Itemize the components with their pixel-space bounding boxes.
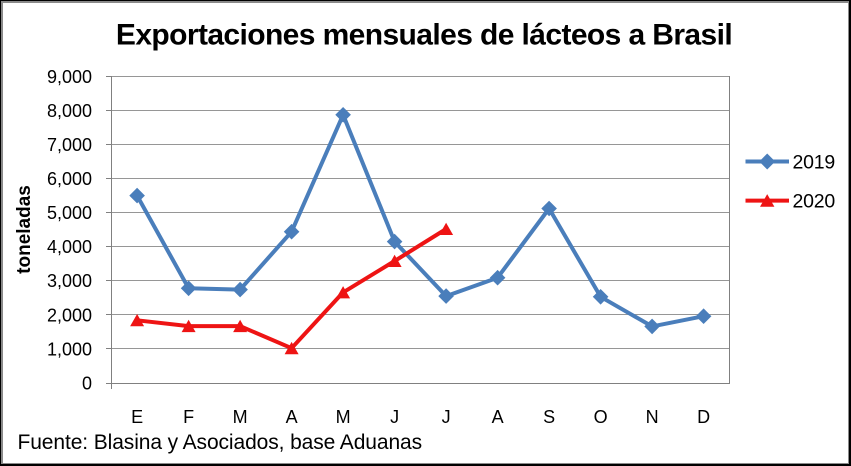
svg-text:S: S (543, 407, 555, 427)
svg-text:M: M (233, 407, 248, 427)
svg-text:J: J (390, 407, 399, 427)
svg-text:9,000: 9,000 (47, 67, 92, 87)
svg-text:8,000: 8,000 (47, 101, 92, 121)
svg-text:4,000: 4,000 (47, 237, 92, 257)
svg-text:1,000: 1,000 (47, 339, 92, 359)
svg-text:M: M (336, 407, 351, 427)
svg-text:E: E (131, 407, 143, 427)
svg-text:D: D (697, 407, 710, 427)
svg-text:O: O (594, 407, 608, 427)
svg-text:6,000: 6,000 (47, 169, 92, 189)
svg-text:Fuente: Blasina y Asociados, b: Fuente: Blasina y Asociados, base Aduana… (18, 431, 423, 454)
svg-text:2019: 2019 (793, 152, 836, 174)
svg-text:2020: 2020 (793, 191, 836, 213)
svg-text:toneladas: toneladas (14, 185, 35, 274)
svg-text:2,000: 2,000 (47, 305, 92, 325)
svg-text:N: N (646, 407, 659, 427)
svg-text:Exportaciones mensuales de lác: Exportaciones mensuales de lácteos a Bra… (116, 19, 732, 52)
svg-text:A: A (286, 407, 298, 427)
svg-text:J: J (442, 407, 451, 427)
svg-text:3,000: 3,000 (47, 271, 92, 291)
svg-text:A: A (492, 407, 504, 427)
svg-text:F: F (183, 407, 194, 427)
svg-text:0: 0 (82, 374, 92, 394)
svg-text:5,000: 5,000 (47, 203, 92, 223)
svg-text:7,000: 7,000 (47, 135, 92, 155)
